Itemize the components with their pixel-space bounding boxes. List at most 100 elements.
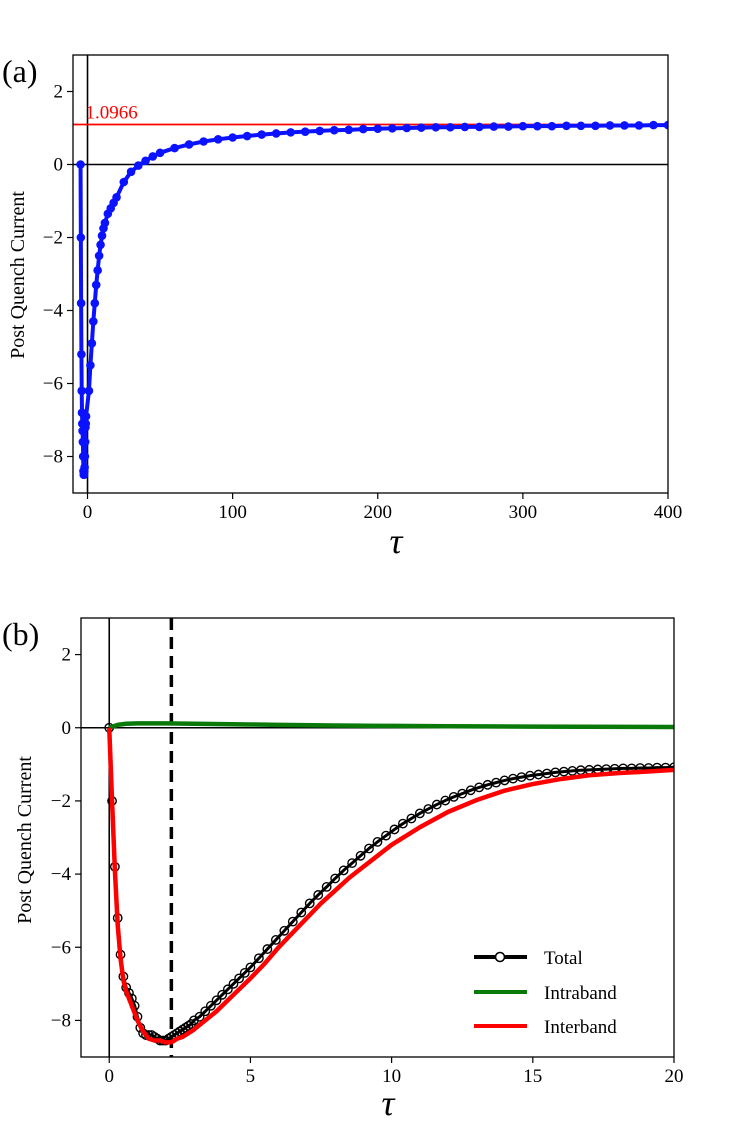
x-tick-label: 20 — [665, 1066, 684, 1087]
panel-b-ylabel: Post Quench Current — [14, 756, 36, 924]
series-point — [242, 131, 252, 141]
y-tick-label: −8 — [51, 1010, 71, 1031]
reference-hline-label: 1.0966 — [86, 102, 138, 123]
x-tick-label: 5 — [246, 1066, 256, 1087]
total-point — [287, 916, 298, 927]
series-point — [373, 124, 383, 134]
series-point — [148, 152, 158, 161]
series-point — [80, 463, 89, 472]
series-point — [257, 130, 266, 139]
total-point — [228, 978, 239, 989]
series-point — [402, 123, 412, 133]
plot-content — [73, 55, 668, 493]
plot-frame — [80, 617, 675, 1058]
series-point — [358, 124, 368, 134]
series-point — [460, 122, 470, 132]
series-point — [86, 360, 95, 370]
x-tick-label: 10 — [382, 1066, 401, 1087]
total-line — [107, 727, 674, 1043]
series-point — [518, 121, 528, 131]
series-point — [547, 121, 557, 131]
total-point — [448, 791, 459, 802]
total-point — [234, 973, 245, 984]
series-point — [80, 437, 90, 447]
panel-a-xlabel: τ — [390, 521, 404, 561]
total-point — [262, 944, 273, 954]
y-tick-label: −2 — [51, 791, 71, 812]
total-point — [414, 808, 425, 819]
total-point — [364, 843, 374, 854]
series-point — [300, 127, 310, 136]
x-tick-label: 200 — [364, 502, 393, 523]
total-point — [183, 1021, 194, 1031]
series-point — [533, 121, 542, 131]
interband-line — [106, 727, 674, 1045]
series-point — [155, 148, 165, 158]
series-point — [431, 122, 441, 132]
series-point — [663, 120, 668, 130]
series-point — [271, 129, 281, 138]
series-point — [475, 122, 484, 132]
series-point — [87, 339, 97, 348]
panel-a-label: (a) — [2, 53, 38, 89]
panel-b-plot-area: 0 5 10 15 20 −8 −6 −4 −2 0 2 — [51, 617, 684, 1087]
legend-item-interband: Interband — [474, 1017, 617, 1038]
series-point — [213, 135, 223, 144]
series-point — [562, 121, 571, 131]
series-point — [504, 122, 513, 131]
panel-a-plot-area: 1.0966 0 100 200 300 400 −8 −6 −4 −2 0 2 — [43, 54, 683, 523]
total-point — [347, 858, 357, 869]
series-point — [76, 233, 86, 242]
total-point — [239, 967, 250, 978]
total-point — [406, 813, 417, 824]
series-point — [416, 123, 426, 132]
total-point — [296, 907, 307, 918]
total-point — [270, 935, 281, 945]
series-point — [634, 121, 644, 130]
total-point — [398, 818, 408, 829]
total-point — [372, 836, 383, 847]
panel-b: (b) Post Quench Current τ 0 5 10 15 20−8−6−4… — [2, 616, 684, 1122]
legend-label-intraband: Intraband — [544, 983, 617, 1004]
total-point — [423, 804, 434, 814]
x-tick-label: 300 — [509, 502, 538, 523]
legend-label-interband: Interband — [544, 1017, 617, 1038]
x-tick-label: 400 — [654, 502, 683, 523]
legend-label-total: Total — [544, 948, 583, 969]
total-point — [381, 830, 391, 841]
y-tick-label: −4 — [43, 301, 64, 322]
series-point — [76, 298, 86, 308]
series-point — [84, 386, 94, 396]
total-point — [211, 995, 222, 1006]
series-point — [96, 240, 105, 250]
series-point — [100, 218, 110, 228]
series-point — [199, 137, 208, 146]
total-point — [245, 962, 256, 973]
panel-b-label: (b) — [2, 616, 39, 652]
series-point — [94, 251, 104, 261]
x-tick-label: 0 — [83, 502, 93, 523]
y-tick-label: 2 — [62, 645, 72, 666]
series-point — [97, 231, 107, 240]
series-point — [228, 133, 237, 142]
panel-a-ylabel: Post Quench Current — [7, 191, 29, 359]
y-tick-label: 0 — [62, 718, 72, 739]
series-point — [112, 193, 121, 202]
intraband-line — [108, 721, 674, 730]
series-point — [93, 266, 102, 275]
total-point — [330, 873, 341, 884]
legend: Total Intraband Interband — [474, 948, 617, 1038]
total-point — [205, 1000, 216, 1011]
series-point — [344, 125, 354, 135]
series-point — [91, 280, 101, 290]
x-tick-label: 100 — [218, 502, 247, 523]
series-point — [387, 124, 397, 133]
legend-item-intraband: Intraband — [474, 983, 617, 1004]
x-tick-label: 0 — [104, 1066, 114, 1087]
series-point — [119, 177, 129, 187]
y-tick-label: −6 — [51, 937, 71, 958]
total-point — [355, 850, 366, 861]
series-point — [77, 349, 86, 359]
total-point — [194, 1011, 205, 1022]
